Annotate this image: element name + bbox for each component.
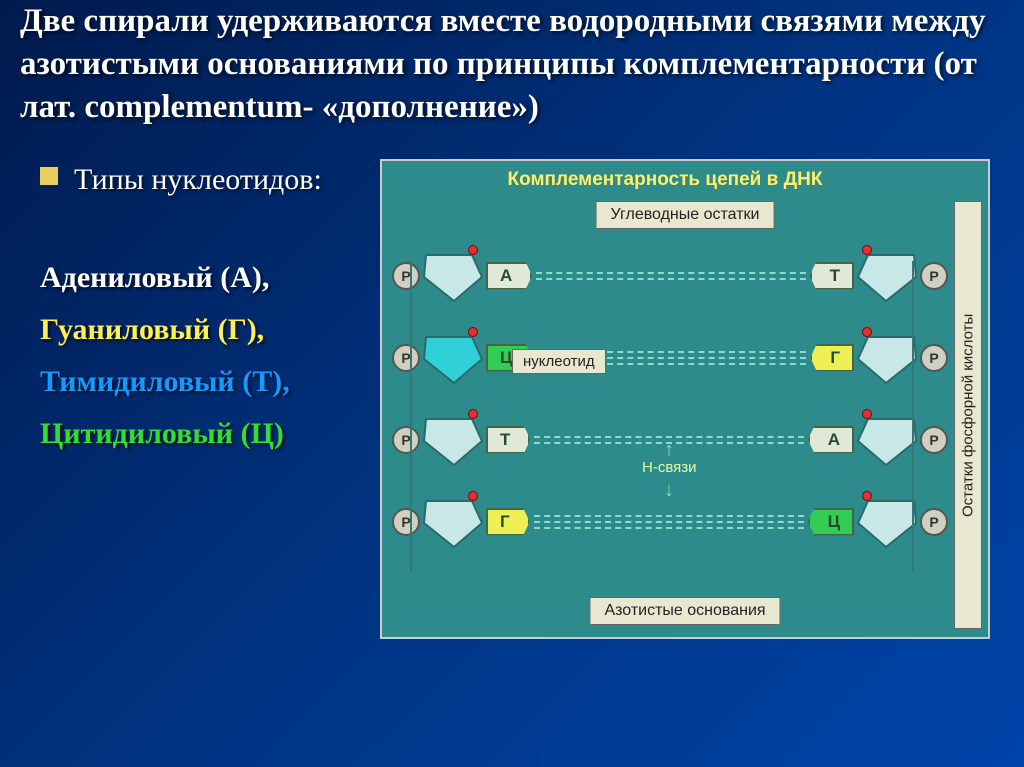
chain-area: РАТРРЦГРРТАРРГЦРнуклеотидН-связи↑↓: [392, 241, 948, 589]
nucleotide-list: Адениловый (А), Гуаниловый (Г), Тимидиловы…: [40, 261, 360, 451]
base-pair-row: РАТР: [392, 241, 948, 311]
backbone-line: [912, 261, 914, 571]
right-vert-label: Остатки фосфорной кислоты: [954, 201, 982, 629]
nucleotide-item: Гуаниловый (Г),: [40, 313, 360, 347]
nucleotide-item: Цитидиловый (Ц): [40, 417, 360, 451]
arrow-up-icon: ↑: [664, 439, 674, 462]
slide-title: Две спирали удерживаются вместе водородн…: [20, 0, 1004, 129]
phosphate-circle: Р: [920, 262, 948, 290]
top-box-label: Углеводные остатки: [596, 201, 775, 229]
hydrogen-bonds: [532, 272, 809, 280]
base-right: А: [808, 426, 854, 454]
base-right: Т: [810, 262, 854, 290]
bullet-icon: [40, 167, 58, 185]
sugar-pentagon: [856, 411, 918, 469]
phosphate-circle: Р: [392, 508, 420, 536]
base-right: Ц: [808, 508, 854, 536]
sugar-pentagon: [422, 411, 484, 469]
phosphate-circle: Р: [392, 262, 420, 290]
bullet-label: Типы нуклеотидов:: [74, 159, 322, 201]
base-pair-row: РЦГР: [392, 323, 948, 393]
phosphate-circle: Р: [920, 344, 948, 372]
sugar-pentagon: [422, 493, 484, 551]
sugar-pentagon: [856, 329, 918, 387]
bottom-box-label: Азотистые основания: [589, 597, 780, 625]
sugar-pentagon: [856, 247, 918, 305]
diagram-title: Комплементарность цепей в ДНК: [382, 169, 948, 191]
phosphate-circle: Р: [920, 508, 948, 536]
nucleotide-item: Тимидиловый (Т),: [40, 365, 360, 399]
phosphate-circle: Р: [392, 344, 420, 372]
nucleotide-item: Адениловый (А),: [40, 261, 360, 295]
arrow-down-icon: ↓: [664, 479, 674, 502]
nucleotide-label-box: нуклеотид: [512, 349, 606, 374]
sugar-pentagon: [856, 493, 918, 551]
backbone-line: [410, 261, 412, 571]
base-left: Г: [486, 508, 530, 536]
sugar-pentagon: [422, 247, 484, 305]
base-left: А: [486, 262, 532, 290]
hydrogen-bonds: [530, 515, 808, 529]
base-left: Т: [486, 426, 530, 454]
base-right: Г: [810, 344, 854, 372]
phosphate-circle: Р: [920, 426, 948, 454]
dna-diagram: Комплементарность цепей в ДНК Углеводные…: [380, 159, 990, 639]
sugar-pentagon: [422, 329, 484, 387]
phosphate-circle: Р: [392, 426, 420, 454]
